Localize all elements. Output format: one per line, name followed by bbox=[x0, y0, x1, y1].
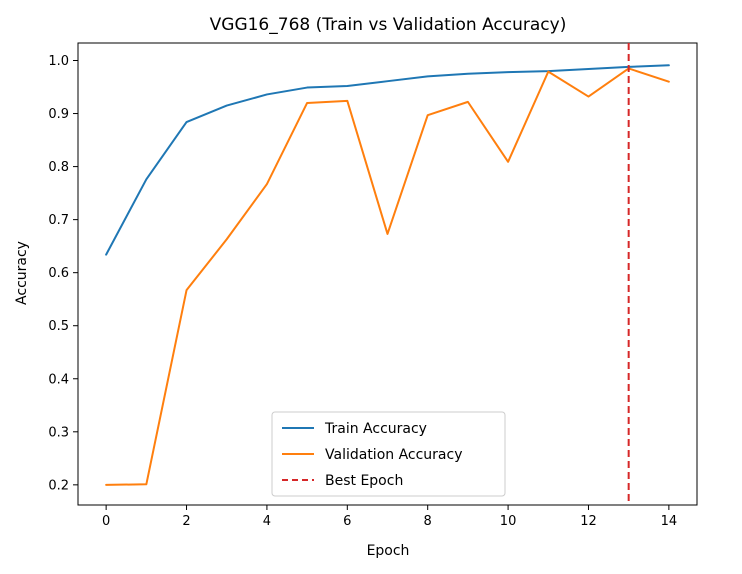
y-axis-ticks: 0.2 0.3 0.4 0.5 0.6 0.7 0.8 0.9 1.0 bbox=[48, 54, 78, 493]
legend: Train Accuracy Validation Accuracy Best Ep… bbox=[271, 411, 506, 497]
series-line-train-accuracy bbox=[105, 64, 670, 256]
x-axis-ticks: 0 2 4 6 8 10 12 14 bbox=[102, 505, 677, 529]
y-tick-label: 0.9 bbox=[48, 107, 69, 122]
y-tick-label: 0.4 bbox=[48, 372, 69, 387]
legend-label: Validation Accuracy bbox=[325, 447, 463, 463]
y-axis-label: Accuracy bbox=[14, 241, 30, 305]
x-tick-label: 12 bbox=[580, 514, 597, 529]
legend-label: Best Epoch bbox=[325, 473, 403, 489]
x-tick-label: 14 bbox=[661, 514, 678, 529]
y-tick-label: 0.2 bbox=[48, 478, 69, 493]
x-tick-label: 10 bbox=[500, 514, 517, 529]
x-tick-label: 0 bbox=[102, 514, 110, 529]
y-tick-label: 0.8 bbox=[48, 160, 69, 175]
chart-title: VGG16_768 (Train vs Validation Accuracy) bbox=[210, 15, 567, 35]
legend-box bbox=[271, 411, 506, 497]
y-tick-label: 0.7 bbox=[48, 213, 69, 228]
y-tick-label: 0.5 bbox=[48, 319, 69, 334]
x-tick-label: 6 bbox=[343, 514, 351, 529]
x-axis-label: Epoch bbox=[367, 543, 410, 559]
y-tick-label: 1.0 bbox=[48, 54, 69, 69]
y-tick-label: 0.6 bbox=[48, 266, 69, 281]
x-tick-label: 2 bbox=[182, 514, 190, 529]
x-tick-label: 4 bbox=[263, 514, 271, 529]
y-tick-label: 0.3 bbox=[48, 425, 69, 440]
x-tick-label: 8 bbox=[424, 514, 432, 529]
legend-label: Train Accuracy bbox=[324, 421, 427, 437]
series-line-validation-accuracy bbox=[105, 67, 670, 486]
